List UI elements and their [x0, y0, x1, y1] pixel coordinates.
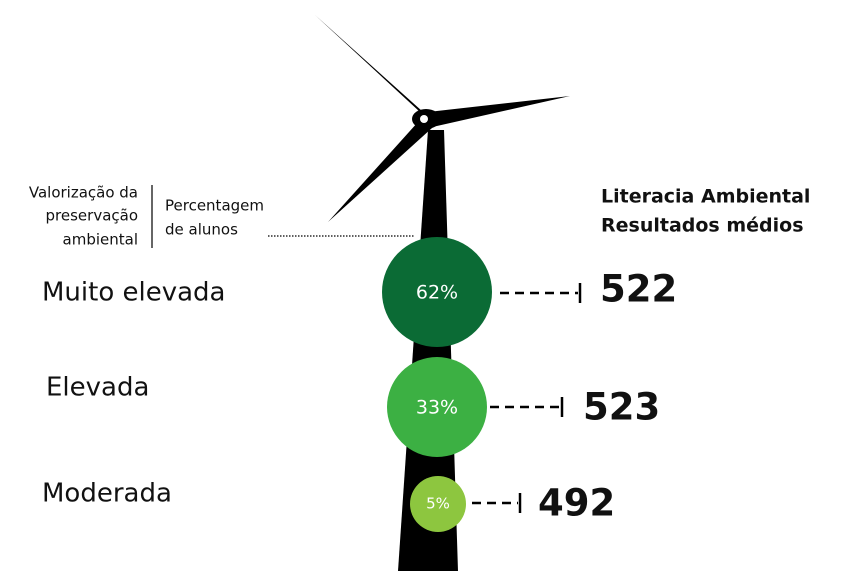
- blade: [328, 122, 432, 222]
- header-left: ambiental: [63, 231, 138, 249]
- header-right: Resultados médios: [601, 215, 804, 237]
- blade: [315, 15, 432, 120]
- row-label: Muito elevada: [42, 278, 225, 308]
- header-middle: de alunos: [165, 221, 238, 239]
- row: Elevada 33% 523: [46, 357, 660, 457]
- hub-center: [420, 115, 428, 123]
- percent-label: 62%: [416, 282, 458, 304]
- score: 523: [583, 386, 660, 429]
- header-left: Valorização da: [29, 184, 138, 202]
- row: Muito elevada 62% 522: [42, 237, 677, 347]
- score: 522: [600, 268, 677, 311]
- header-middle: Percentagem: [165, 197, 264, 215]
- row-label: Elevada: [46, 373, 149, 403]
- blade: [428, 96, 570, 128]
- row-label: Moderada: [42, 479, 172, 509]
- score: 492: [538, 482, 615, 525]
- row: Moderada 5% 492: [42, 476, 615, 532]
- infographic: Valorização da preservação ambiental Per…: [0, 0, 842, 571]
- header-left: preservação: [46, 207, 138, 225]
- percent-label: 5%: [426, 495, 450, 513]
- percent-label: 33%: [416, 397, 458, 419]
- header-right: Literacia Ambiental: [601, 186, 810, 208]
